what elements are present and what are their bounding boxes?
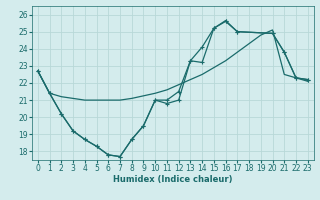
X-axis label: Humidex (Indice chaleur): Humidex (Indice chaleur) bbox=[113, 175, 233, 184]
